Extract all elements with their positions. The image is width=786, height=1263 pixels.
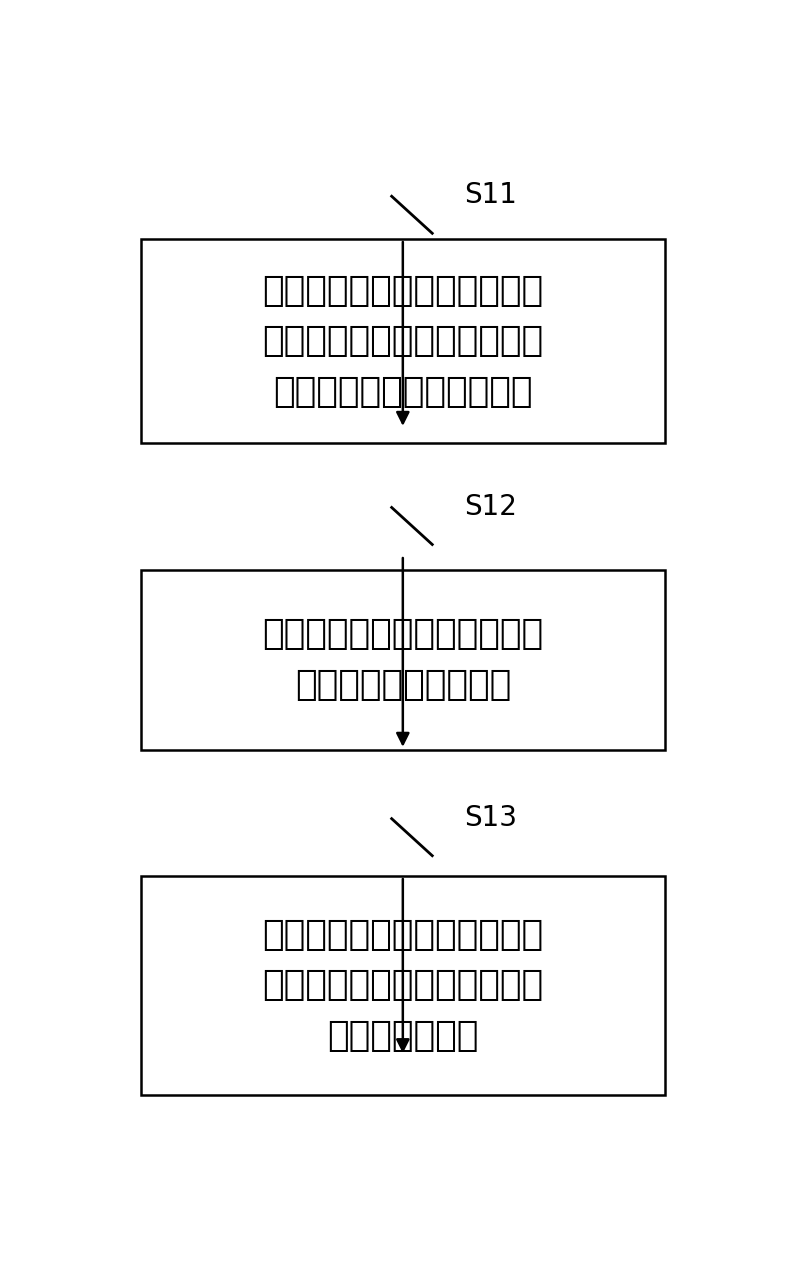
Bar [141, 570, 665, 750]
Text: 电阻的电压，并通过电流传感: 电阻的电压，并通过电流传感 [263, 325, 543, 359]
Text: 比较所述电阻値与预设阻値的: 比较所述电阻値与预设阻値的 [263, 918, 543, 952]
Text: S13: S13 [464, 803, 516, 832]
Text: 通过电压传感器获取所述制动: 通过电压传感器获取所述制动 [263, 274, 543, 308]
Text: 大小，并对所述制动电阻进行: 大小，并对所述制动电阻进行 [263, 969, 543, 1003]
Text: 所述制动电阻的电阻値: 所述制动电阻的电阻値 [295, 668, 511, 702]
Text: S12: S12 [464, 493, 516, 520]
Bar [141, 239, 665, 443]
Text: 器获取所述制动电阻的电流: 器获取所述制动电阻的电流 [273, 375, 533, 409]
Text: 利用所述电压和所述电流计算: 利用所述电压和所述电流计算 [263, 618, 543, 652]
Text: 相应的保护措施: 相应的保护措施 [327, 1019, 479, 1053]
Text: S11: S11 [464, 182, 516, 210]
Bar [141, 877, 665, 1095]
